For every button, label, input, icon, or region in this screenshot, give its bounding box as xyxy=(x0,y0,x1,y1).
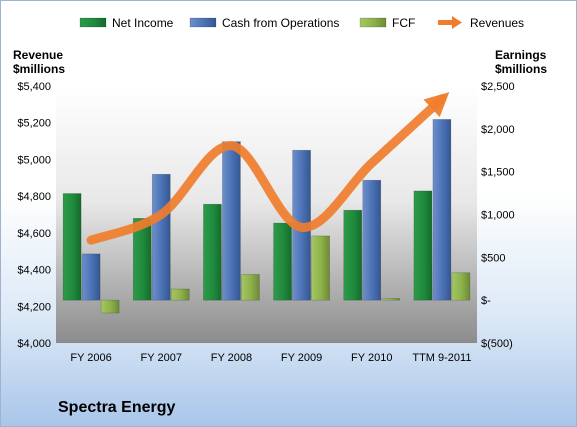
cash-from-operations-bar xyxy=(151,173,171,301)
revenues-legend-arrow xyxy=(452,16,462,29)
x-axis-ticks: FY 2006 FY 2007 FY 2008 FY 2009 FY 2010 TTM 9… xyxy=(70,352,471,364)
fcf-bar xyxy=(381,298,401,301)
right-axis-title-line-1: Earnings xyxy=(495,48,547,62)
company-name: Spectra Energy xyxy=(58,399,176,416)
cash-from-operations-bar xyxy=(81,253,101,301)
revenues-legend-label: Revenues xyxy=(470,16,524,30)
right-axis-title-line-2: $millions xyxy=(495,62,548,76)
x-tick-label: FY 2010 xyxy=(351,352,392,364)
left-tick-label: $4,400 xyxy=(17,265,51,277)
x-tick-label: FY 2006 xyxy=(70,352,111,364)
right-axis-ticks: $(500) $- $500 $1,000 $1,500 $2,000 $2,500 xyxy=(481,81,515,350)
fcf-bar xyxy=(100,299,120,314)
x-tick-label: FY 2007 xyxy=(141,352,182,364)
fcf-bar xyxy=(311,235,330,301)
net-income-bar xyxy=(343,209,363,301)
cash-from-operations-bar xyxy=(222,141,241,301)
right-tick-label: $500 xyxy=(481,252,505,264)
right-tick-label: $- xyxy=(481,295,491,307)
right-tick-label: $1,000 xyxy=(481,210,515,222)
x-tick-label: FY 2008 xyxy=(211,352,252,364)
right-tick-label: $2,500 xyxy=(481,81,515,93)
revenues-line xyxy=(86,94,447,245)
left-axis-title-line-2: $millions xyxy=(13,62,66,76)
net-income-bar xyxy=(273,222,292,301)
cash-from-operations-bar xyxy=(432,119,452,301)
left-tick-label: $4,200 xyxy=(17,301,51,313)
left-tick-label: $5,000 xyxy=(17,154,51,166)
left-axis-ticks: $4,000 $4,200 $4,400 $4,600 $4,800 $5,000 $5,2… xyxy=(17,81,51,350)
fcf-bar xyxy=(451,272,471,301)
right-tick-label: $1,500 xyxy=(481,167,515,179)
revenues-arrowhead xyxy=(423,92,450,118)
net-income-bar xyxy=(413,190,433,301)
left-tick-label: $5,400 xyxy=(17,81,51,93)
cash-from-operations-legend-label: Cash from Operations xyxy=(222,16,339,30)
net-income-bar xyxy=(203,203,222,301)
left-axis-title-line-1: Revenue xyxy=(13,48,64,62)
right-axis-title: Earnings $millions xyxy=(495,48,547,76)
fcf-bar xyxy=(241,274,260,301)
left-tick-label: $4,000 xyxy=(17,338,51,350)
fcf-bar xyxy=(170,288,190,301)
x-tick-label: TTM 9-2011 xyxy=(412,352,471,364)
bars xyxy=(62,119,471,314)
right-tick-label: $(500) xyxy=(481,338,513,350)
net-income-legend-swatch xyxy=(79,17,107,28)
left-tick-label: $4,600 xyxy=(17,228,51,240)
revenue-line-layer xyxy=(86,92,450,245)
net-income-bar xyxy=(62,193,82,301)
right-tick-label: $2,000 xyxy=(481,124,515,136)
left-tick-label: $4,800 xyxy=(17,191,51,203)
fcf-legend-label: FCF xyxy=(392,16,415,30)
net-income-legend-label: Net Income xyxy=(112,16,174,30)
cash-from-operations-legend-swatch xyxy=(189,17,217,28)
legend: Net Income Cash from Operations FCF Revenue… xyxy=(79,16,524,30)
net-income-bar xyxy=(132,218,152,301)
x-tick-label: FY 2009 xyxy=(281,352,322,364)
left-axis-title: Revenue $millions xyxy=(13,48,65,76)
fcf-legend-swatch xyxy=(359,17,387,28)
left-tick-label: $5,200 xyxy=(17,118,51,130)
cash-from-operations-bar xyxy=(362,179,382,301)
